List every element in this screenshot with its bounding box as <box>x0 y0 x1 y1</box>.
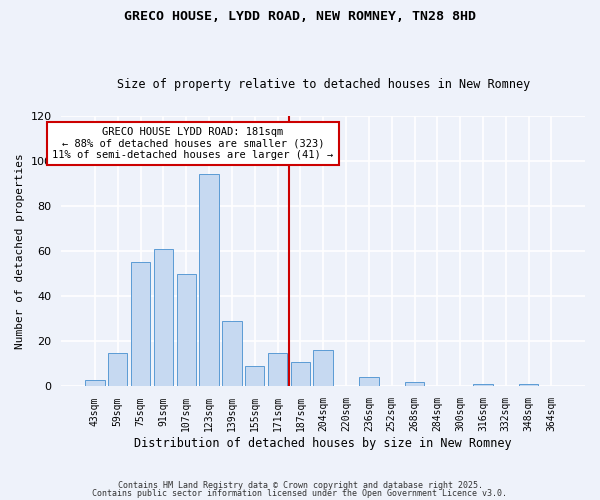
Y-axis label: Number of detached properties: Number of detached properties <box>15 153 25 349</box>
Title: Size of property relative to detached houses in New Romney: Size of property relative to detached ho… <box>116 78 530 91</box>
Text: Contains public sector information licensed under the Open Government Licence v3: Contains public sector information licen… <box>92 488 508 498</box>
Text: Contains HM Land Registry data © Crown copyright and database right 2025.: Contains HM Land Registry data © Crown c… <box>118 481 482 490</box>
Bar <box>359 378 379 386</box>
Bar <box>268 352 287 386</box>
Text: GRECO HOUSE, LYDD ROAD, NEW ROMNEY, TN28 8HD: GRECO HOUSE, LYDD ROAD, NEW ROMNEY, TN28… <box>124 10 476 23</box>
Bar <box>519 384 538 386</box>
Bar <box>313 350 333 386</box>
Bar <box>85 380 104 386</box>
Bar <box>199 174 219 386</box>
Bar <box>154 249 173 386</box>
Text: GRECO HOUSE LYDD ROAD: 181sqm
← 88% of detached houses are smaller (323)
11% of : GRECO HOUSE LYDD ROAD: 181sqm ← 88% of d… <box>52 127 334 160</box>
X-axis label: Distribution of detached houses by size in New Romney: Distribution of detached houses by size … <box>134 437 512 450</box>
Bar <box>405 382 424 386</box>
Bar <box>245 366 265 386</box>
Bar <box>131 262 150 386</box>
Bar <box>176 274 196 386</box>
Bar <box>222 321 242 386</box>
Bar <box>108 352 127 386</box>
Bar <box>290 362 310 386</box>
Bar <box>473 384 493 386</box>
